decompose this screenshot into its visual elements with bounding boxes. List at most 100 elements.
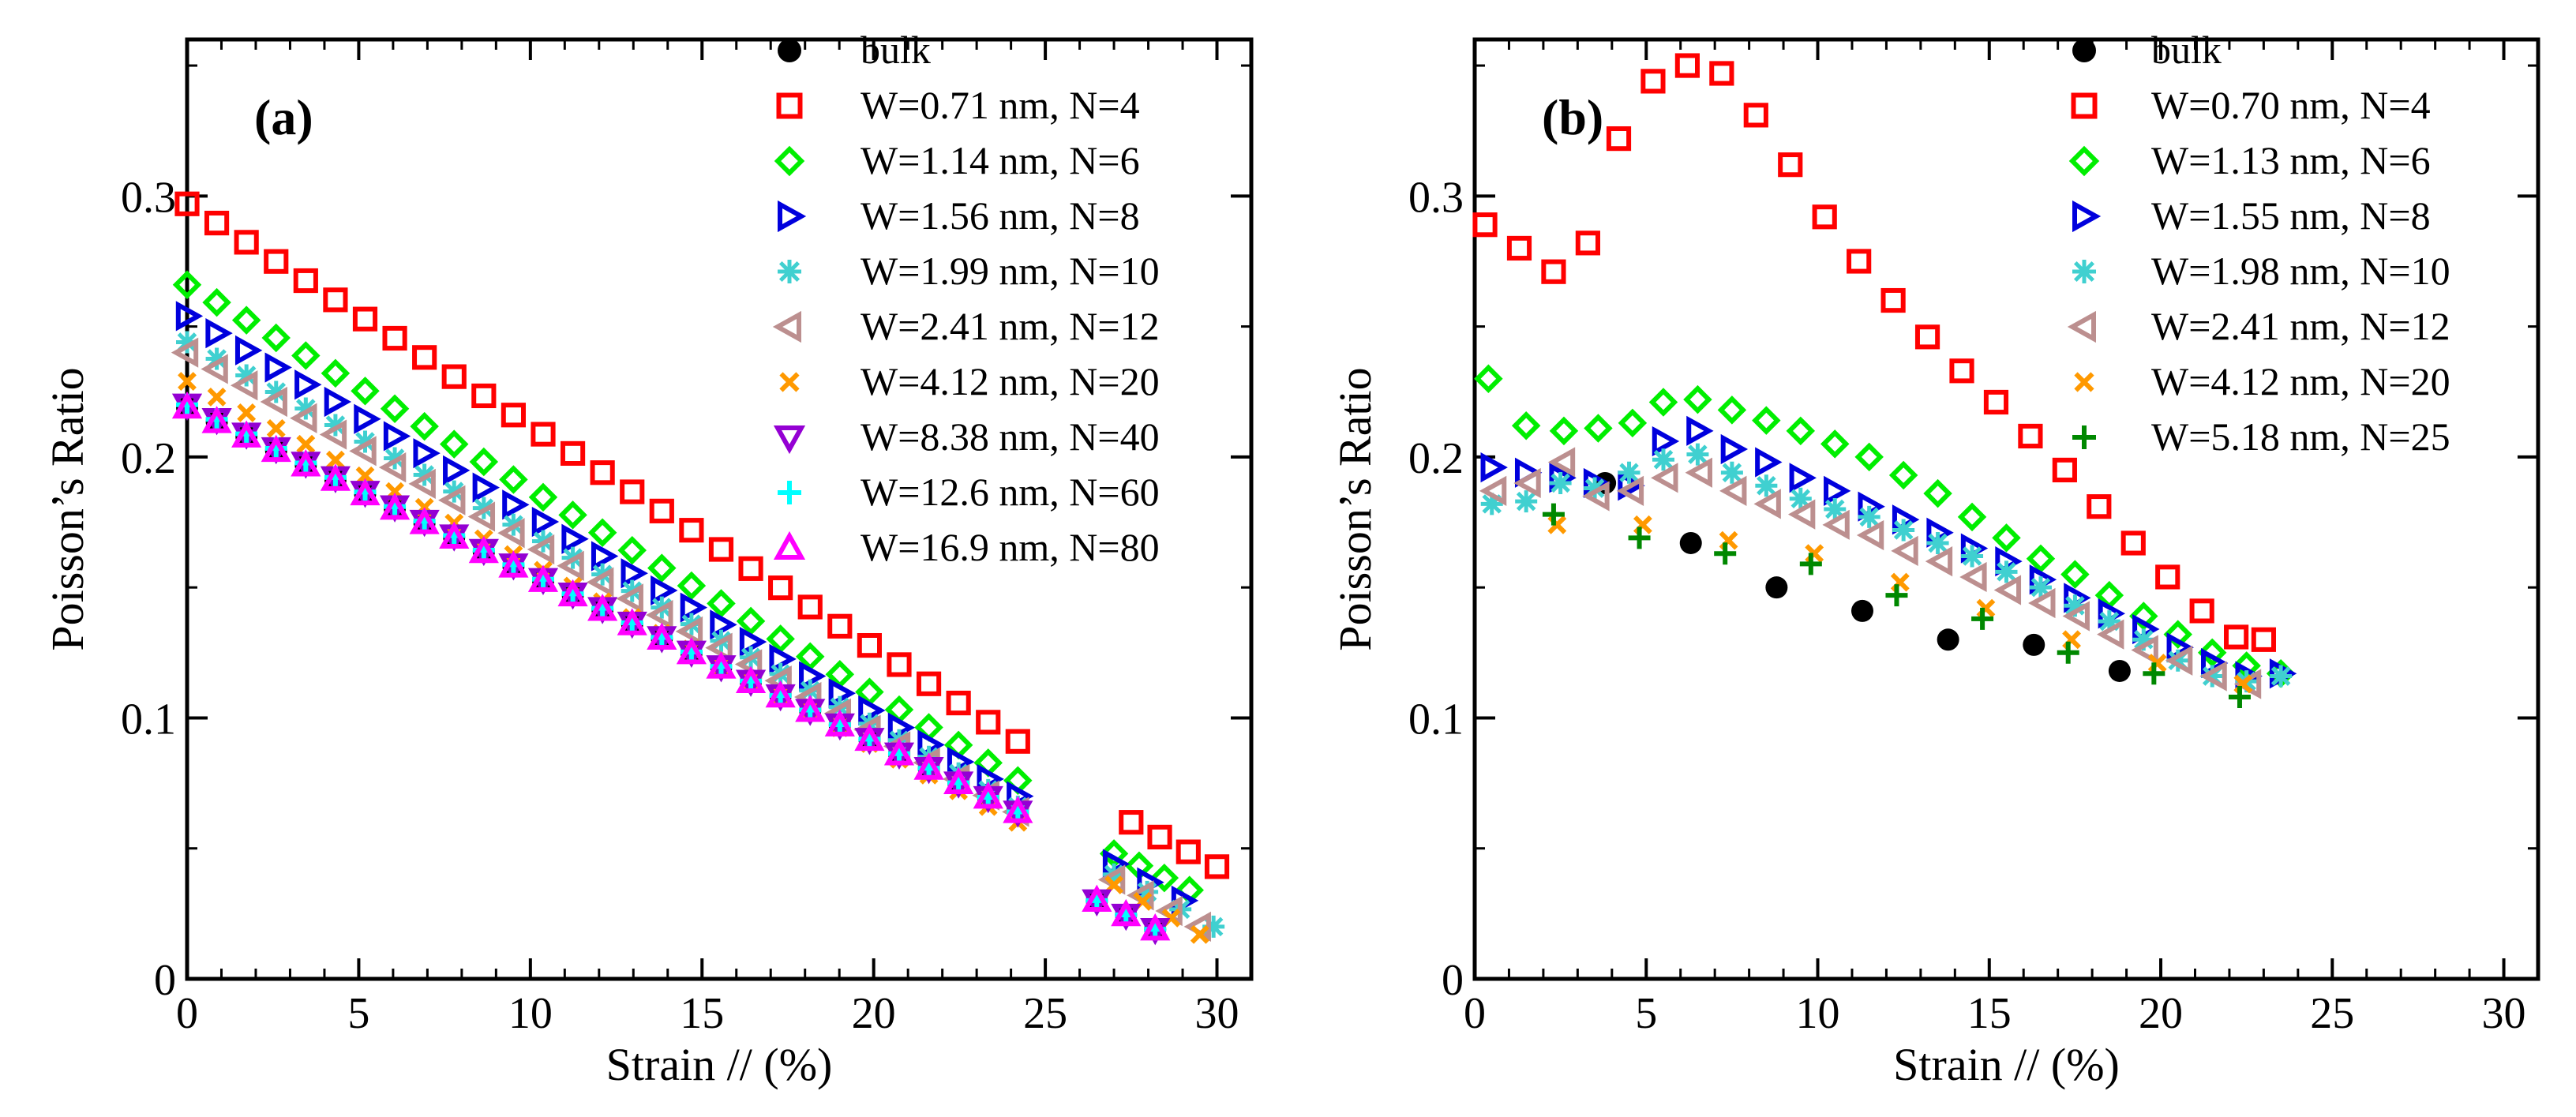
data-point: [202, 287, 231, 317]
y-tick-label: 0.2: [121, 434, 176, 483]
data-point: [1717, 395, 1747, 425]
legend-label: W=2.41 nm, N=12: [861, 304, 1160, 348]
data-point: [1547, 447, 1576, 478]
x-tick-label: 20: [852, 989, 896, 1038]
data-point: [1582, 481, 1610, 512]
data-point: [291, 449, 321, 477]
x-axis-title: Strain // (%): [606, 1039, 833, 1090]
y-tick-label: 0.2: [1408, 434, 1464, 483]
data-point: [1858, 505, 1880, 528]
data-point: [266, 418, 286, 438]
data-point: [557, 579, 588, 607]
data-point: [1880, 287, 1906, 313]
legend-item: W=1.99 nm, N=10: [778, 249, 1160, 293]
data-point: [201, 354, 228, 384]
data-point: [469, 447, 499, 477]
series-1: [174, 191, 1230, 879]
data-point: [1683, 384, 1712, 414]
data-point: [413, 463, 436, 486]
data-point: [409, 507, 440, 534]
data-point: [706, 651, 737, 679]
data-point: [2199, 661, 2227, 692]
data-point: [354, 403, 381, 434]
data-point: [1651, 463, 1678, 493]
data-point: [1136, 880, 1159, 903]
data-point: [261, 434, 291, 463]
data-point: [1888, 460, 1918, 490]
data-point: [1949, 358, 1974, 384]
data-point: [1111, 898, 1142, 927]
data-point: [620, 479, 645, 504]
data-point: [441, 364, 467, 389]
legend-item: W=8.38 nm, N=40: [773, 414, 1160, 459]
data-point: [1575, 231, 1600, 256]
data-point: [320, 463, 351, 491]
data-point: [1885, 584, 1908, 607]
data-point: [260, 386, 287, 418]
data-point: [1140, 913, 1171, 941]
data-point: [617, 608, 647, 635]
data-point: [1472, 212, 1498, 238]
data-point: [2166, 649, 2189, 672]
data-layer: [171, 191, 1230, 946]
data-point: [497, 518, 525, 549]
y-axis-title: Poisson’s Ratio: [42, 367, 93, 650]
data-point: [174, 191, 200, 216]
data-point: [291, 341, 321, 370]
data-point: [264, 380, 287, 403]
data-point: [2018, 423, 2043, 449]
data-point: [175, 301, 204, 332]
legend-marker: [2072, 260, 2096, 283]
data-point: [2028, 587, 2056, 619]
data-point: [351, 377, 380, 406]
data-point: [352, 306, 378, 332]
data-point: [2163, 620, 2193, 649]
data-point: [1787, 499, 1816, 530]
data-point: [1616, 475, 1644, 506]
data-point: [943, 767, 974, 795]
x-tick-label: 30: [1195, 989, 1239, 1038]
data-point: [296, 434, 316, 454]
legend-label: bulk: [861, 28, 931, 72]
data-point: [1854, 442, 1884, 472]
data-point: [2132, 628, 2155, 651]
data-point: [1506, 235, 1532, 261]
legend-marker: [773, 425, 806, 455]
legend-item: W=16.9 nm, N=80: [773, 525, 1160, 569]
data-point: [2131, 635, 2158, 665]
data-point: [1851, 599, 1874, 622]
data-point: [293, 268, 318, 294]
data-point: [1812, 204, 1837, 230]
x-tick-label: 15: [1967, 989, 2012, 1038]
legend-marker: [772, 310, 801, 343]
data-point: [261, 323, 291, 353]
data-point: [1923, 478, 1952, 508]
x-tick-label: 5: [1635, 989, 1657, 1038]
data-point: [350, 478, 381, 506]
data-point: [1957, 502, 1987, 532]
data-point: [1753, 489, 1781, 519]
data-point: [1584, 477, 1607, 500]
data-point: [1513, 467, 1541, 499]
data-point: [467, 501, 496, 532]
data-point: [677, 571, 707, 601]
legend-label: W=1.56 nm, N=8: [861, 193, 1140, 238]
data-point: [2029, 576, 2052, 599]
data-point: [379, 492, 411, 520]
legend-label: W=1.99 nm, N=10: [861, 249, 1160, 293]
legend-marker: [2072, 39, 2096, 62]
data-point: [176, 331, 198, 354]
data-point: [1856, 519, 1884, 551]
panel-label: (b): [1542, 89, 1603, 145]
data-point: [1541, 259, 1566, 284]
data-point: [1789, 463, 1817, 493]
legend-item: W=1.98 nm, N=10: [2072, 249, 2450, 293]
data-point: [2064, 594, 2087, 617]
data-point: [1714, 542, 1737, 565]
x-tick-label: 20: [2139, 989, 2183, 1038]
data-point: [1961, 545, 1984, 568]
data-point: [408, 468, 436, 499]
data-point: [2060, 560, 2090, 589]
data-point: [1005, 729, 1030, 754]
data-point: [1824, 475, 1851, 506]
